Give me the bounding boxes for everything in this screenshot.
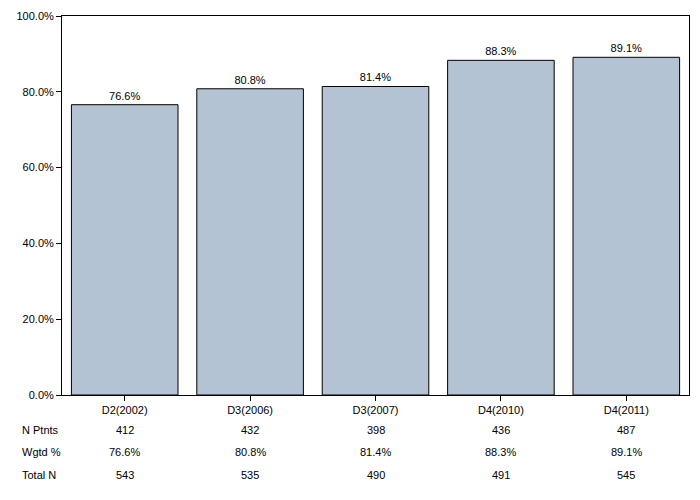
svg-text:412: 412 (116, 424, 134, 436)
svg-text:543: 543 (116, 469, 134, 481)
svg-text:100.0%: 100.0% (16, 10, 54, 22)
svg-text:81.4%: 81.4% (360, 71, 391, 83)
svg-text:436: 436 (492, 424, 510, 436)
svg-text:Total N: Total N (22, 469, 56, 481)
svg-text:88.3%: 88.3% (485, 45, 516, 57)
svg-text:545: 545 (617, 469, 635, 481)
svg-text:80.0%: 80.0% (23, 86, 54, 98)
svg-text:487: 487 (617, 424, 635, 436)
svg-text:D3(2007): D3(2007) (353, 404, 399, 416)
svg-text:432: 432 (241, 424, 259, 436)
svg-text:D4(2010): D4(2010) (478, 404, 524, 416)
svg-text:398: 398 (367, 424, 385, 436)
svg-text:490: 490 (367, 469, 385, 481)
svg-text:Wgtd %: Wgtd % (22, 446, 61, 458)
svg-text:D3(2006): D3(2006) (227, 404, 273, 416)
svg-text:D2(2002): D2(2002) (102, 404, 148, 416)
svg-text:D4(2011): D4(2011) (604, 404, 649, 416)
svg-text:491: 491 (492, 469, 510, 481)
svg-text:76.6%: 76.6% (109, 446, 140, 458)
svg-text:81.4%: 81.4% (360, 446, 391, 458)
svg-text:N Ptnts: N Ptnts (22, 424, 59, 436)
svg-text:80.8%: 80.8% (235, 446, 266, 458)
svg-text:88.3%: 88.3% (485, 446, 516, 458)
svg-text:89.1%: 89.1% (611, 446, 642, 458)
svg-text:60.0%: 60.0% (23, 161, 54, 173)
svg-text:535: 535 (241, 469, 259, 481)
svg-text:76.6%: 76.6% (109, 90, 140, 102)
svg-text:20.0%: 20.0% (23, 313, 54, 325)
svg-text:80.8%: 80.8% (234, 74, 265, 86)
svg-text:40.0%: 40.0% (23, 237, 54, 249)
svg-text:89.1%: 89.1% (611, 42, 642, 54)
svg-text:0.0%: 0.0% (29, 389, 54, 401)
